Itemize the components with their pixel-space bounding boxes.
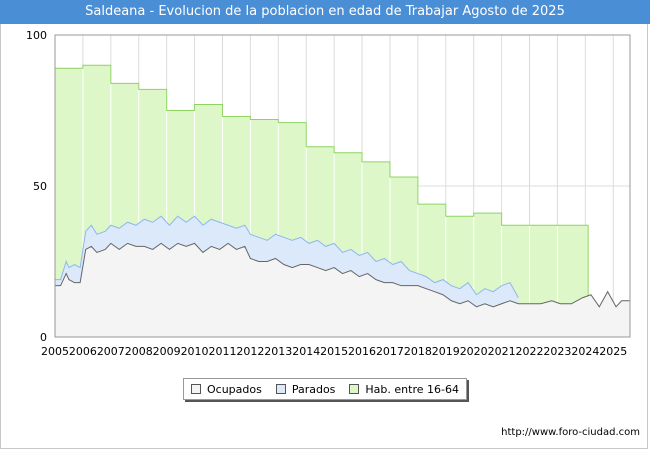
x-tick-label: 2013 [264,345,292,358]
x-tick-label: 2011 [208,345,236,358]
x-tick-label: 2020 [460,345,488,358]
axis-ticks: 2005 2006 2007 2008 2009 2010 2011 2012 2013 2014… [26,29,627,358]
legend: Ocupados Parados Hab. entre 16-64 [183,378,467,400]
x-tick-label: 2018 [404,345,432,358]
x-tick-label: 2010 [181,345,209,358]
x-tick-label: 2014 [292,345,320,358]
legend-swatch-hab [349,384,360,394]
series-area-ocupados [55,243,630,337]
x-tick-label: 2022 [516,345,544,358]
legend-item-ocupados: Ocupados [190,382,262,396]
chart-frame [0,24,648,449]
x-tick-label: 2015 [320,345,348,358]
x-tick-label: 2005 [41,345,69,358]
x-tick-label: 2019 [432,345,460,358]
x-tick-label: 2008 [125,345,153,358]
x-tick-label: 2025 [599,345,627,358]
legend-label-ocupados: Ocupados [206,382,262,396]
y-tick-label: 0 [40,331,47,344]
series-line-parados [55,215,519,298]
x-tick-label: 2021 [488,345,516,358]
x-tick-label: 2009 [153,345,181,358]
plot-area [54,64,630,337]
x-tick-label: 2023 [543,345,571,358]
y-tick-label: 100 [26,29,47,42]
x-tick-label: 2017 [376,345,404,358]
legend-swatch-parados [275,384,286,394]
chart-title: Saldeana - Evolucion de la poblacion en … [0,0,650,24]
x-tick-label: 2006 [69,345,97,358]
legend-item-hab: Hab. entre 16-64 [349,383,459,396]
series-line-hab [55,64,589,337]
legend-label-hab: Hab. entre 16-64 [365,382,459,396]
legend-label-parados: Parados [291,382,336,396]
y-tick-label: 50 [33,180,47,193]
footer-url[interactable]: http://www.foro-ciudad.com [501,427,640,438]
plot-border [54,34,631,338]
x-tick-label: 2024 [571,345,599,358]
series-line-ocupados [55,242,630,308]
x-tick-label: 2016 [348,345,376,358]
x-tick-label: 2012 [236,345,264,358]
x-tick-label: 2007 [97,345,125,358]
legend-item-parados: Parados [275,382,336,396]
legend-swatch-ocupados [190,384,201,394]
